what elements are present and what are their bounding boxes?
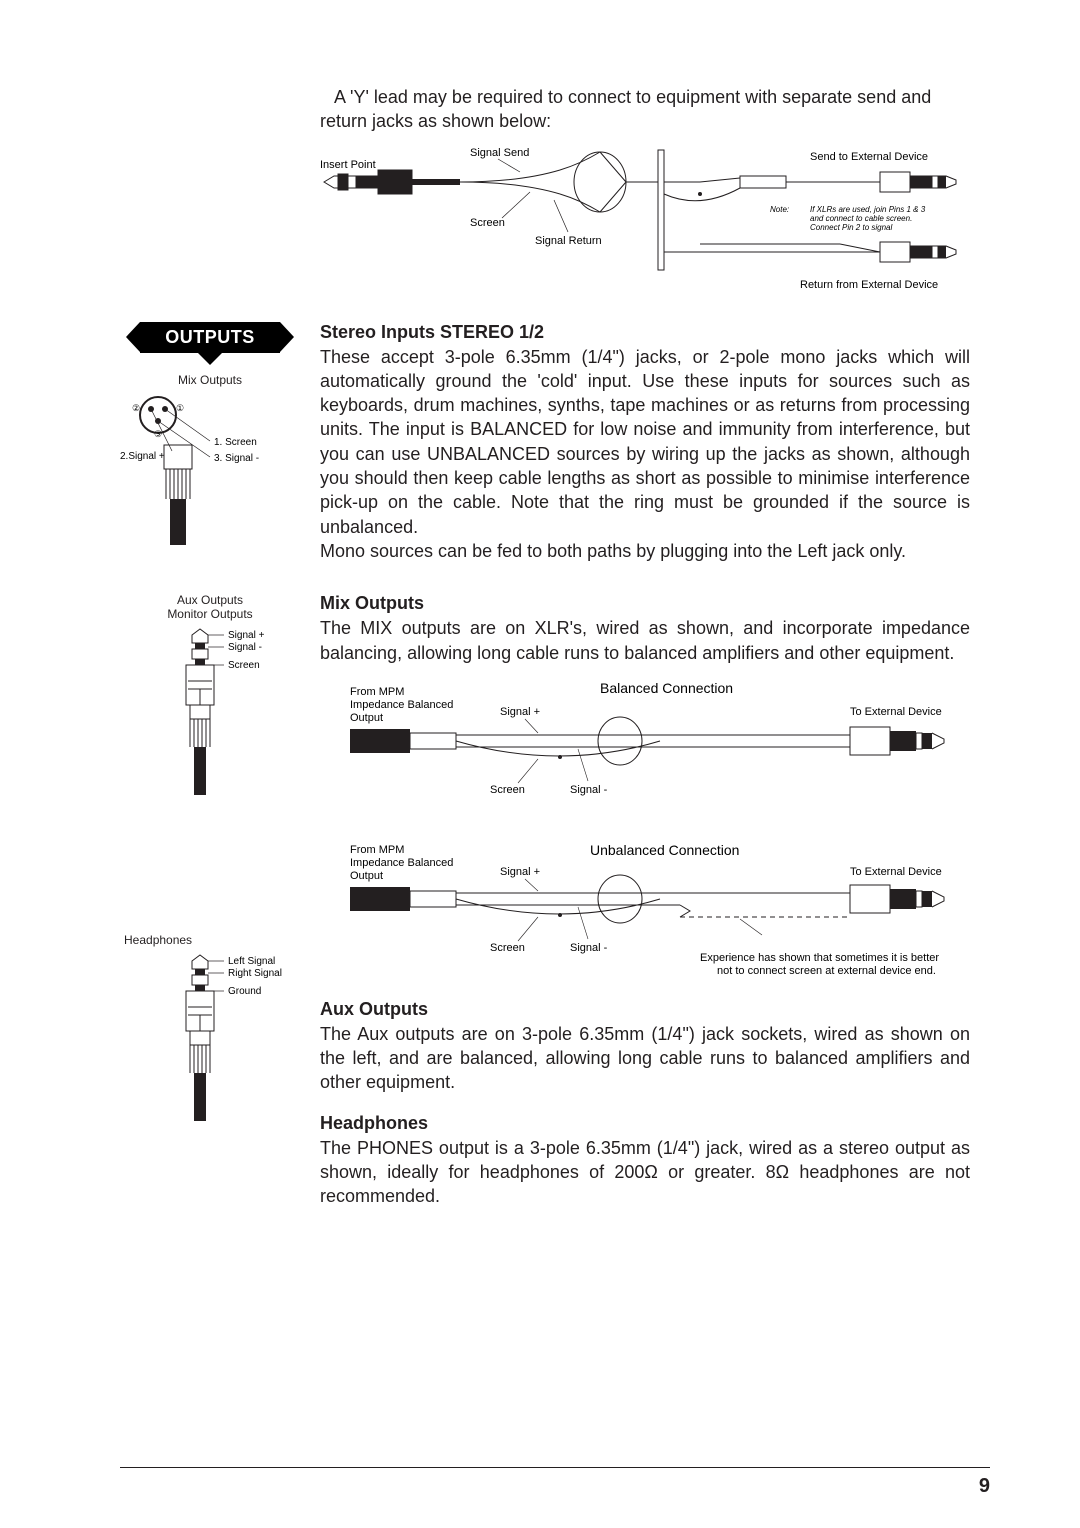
y-lead-diagram: Insert Point Signal Send Screen Signal R…	[320, 140, 970, 300]
headphones-trs-icon: Left Signal Right Signal Ground	[120, 951, 300, 1141]
svg-text:2.Signal +: 2.Signal +	[120, 451, 165, 462]
svg-text:Signal +: Signal +	[500, 706, 540, 718]
xlr-diagram-icon: ② ① ③ 1. Screen 2.Signal + 3. Signal -	[120, 391, 300, 551]
headphones-sb-label: Headphones	[124, 933, 304, 947]
svg-text:①: ①	[176, 403, 184, 413]
note-line2: and connect to cable screen.	[810, 214, 912, 223]
svg-text:Output: Output	[350, 712, 383, 724]
signal-send-label: Signal Send	[470, 147, 529, 159]
intro-paragraph: A 'Y' lead may be required to connect to…	[320, 85, 970, 134]
aux-p1: The Aux outputs are on 3-pole 6.35mm (1/…	[320, 1022, 970, 1095]
trs-diagram-icon: Signal + Signal - Screen	[120, 625, 300, 805]
svg-text:To External Device: To External Device	[850, 706, 942, 718]
svg-text:To External Device: To External Device	[850, 866, 942, 878]
send-ext-label: Send to External Device	[810, 151, 928, 163]
svg-text:Signal -: Signal -	[228, 642, 262, 653]
svg-text:From MPM: From MPM	[350, 686, 404, 698]
balanced-diagram: From MPM Impedance Balanced Output Balan…	[320, 671, 970, 821]
stereo-p2: Mono sources can be fed to both paths by…	[320, 539, 970, 563]
mix-p1: The MIX outputs are on XLR's, wired as s…	[320, 616, 970, 665]
return-ext-label: Return from External Device	[800, 279, 938, 291]
svg-text:Signal +: Signal +	[500, 866, 540, 878]
svg-text:Screen: Screen	[228, 660, 260, 671]
hp-p1: The PHONES output is a 3-pole 6.35mm (1/…	[320, 1136, 970, 1209]
screen-label: Screen	[470, 217, 505, 229]
mix-title: Mix Outputs	[320, 593, 970, 614]
svg-text:Left Signal: Left Signal	[228, 956, 275, 967]
svg-text:Ground: Ground	[228, 986, 261, 997]
svg-text:Impedance Balanced: Impedance Balanced	[350, 699, 453, 711]
aux-outputs-label: Aux Outputs Monitor Outputs	[120, 593, 300, 621]
svg-text:not to connect screen at exter: not to connect screen at external device…	[717, 965, 936, 977]
svg-text:Experience has shown that some: Experience has shown that sometimes it i…	[700, 952, 939, 964]
aux-title: Aux Outputs	[320, 999, 970, 1020]
stereo-title: Stereo Inputs STEREO 1/2	[320, 322, 970, 343]
footer-rule	[120, 1467, 990, 1468]
svg-text:②: ②	[132, 403, 140, 413]
note-line3: Connect Pin 2 to signal	[810, 223, 892, 232]
hp-title: Headphones	[320, 1113, 970, 1134]
svg-text:Signal -: Signal -	[570, 942, 608, 954]
mix-outputs-label: Mix Outputs	[120, 373, 300, 387]
svg-text:③: ③	[154, 429, 162, 439]
svg-text:Unbalanced Connection: Unbalanced Connection	[590, 842, 739, 858]
svg-text:From MPM: From MPM	[350, 844, 404, 856]
svg-text:Impedance Balanced: Impedance Balanced	[350, 857, 453, 869]
note-label: Note:	[770, 205, 789, 214]
svg-text:Screen: Screen	[490, 942, 525, 954]
svg-text:Right Signal: Right Signal	[228, 968, 282, 979]
banner-tail-icon	[198, 353, 222, 365]
svg-text:Balanced Connection: Balanced Connection	[600, 680, 733, 696]
svg-text:Output: Output	[350, 870, 383, 882]
page-number: 9	[979, 1475, 990, 1498]
outputs-banner: OUTPUTS	[140, 322, 280, 353]
svg-text:Signal +: Signal +	[228, 630, 265, 641]
insert-point-label: Insert Point	[320, 159, 376, 171]
svg-text:Screen: Screen	[490, 784, 525, 796]
stereo-p1: These accept 3-pole 6.35mm (1/4") jacks,…	[320, 345, 970, 539]
unbalanced-diagram: From MPM Impedance Balanced Output Unbal…	[320, 835, 970, 995]
svg-text:1. Screen: 1. Screen	[214, 437, 257, 448]
svg-text:3. Signal -: 3. Signal -	[214, 453, 259, 464]
svg-text:Signal -: Signal -	[570, 784, 608, 796]
note-line1: If XLRs are used, join Pins 1 & 3	[810, 205, 926, 214]
signal-return-label: Signal Return	[535, 235, 602, 247]
